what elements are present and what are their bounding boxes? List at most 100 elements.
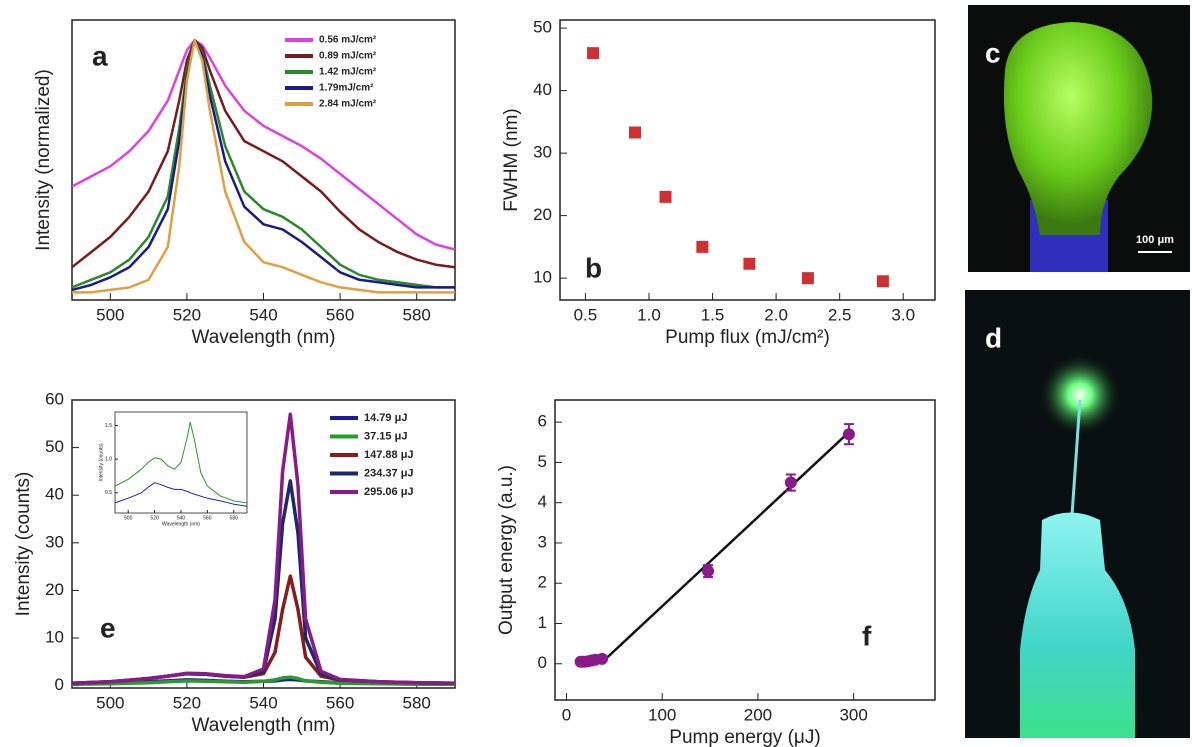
y-tick-label: 50: [533, 18, 552, 37]
x-tick-label: 3.0: [891, 305, 915, 324]
panel-label: c: [985, 37, 1001, 68]
series-line: [71, 38, 456, 251]
x-tick-label: 560: [326, 305, 354, 324]
x-tick-label: 200: [744, 705, 772, 724]
y-tick-label: 30: [533, 143, 552, 162]
x-tick-label: 520: [173, 305, 201, 324]
x-axis-label: Wavelength (nm): [162, 521, 200, 527]
y-axis-label: Intensity (counts): [13, 472, 34, 617]
point: [743, 257, 756, 270]
y-tick-label: 5: [538, 452, 547, 471]
series-line: [72, 38, 455, 294]
point: [629, 126, 641, 139]
point: [596, 652, 609, 665]
y-tick-label: 40: [533, 80, 552, 99]
x-tick-label: 580: [403, 693, 431, 712]
x-tick-label: 100: [648, 705, 676, 724]
legend-label: 295.06 μJ: [364, 486, 414, 498]
y-tick-label: 30: [45, 532, 64, 551]
x-tick-label: 0.5: [574, 305, 598, 324]
x-tick-label: 540: [249, 693, 277, 712]
y-axis-label: Intensity (normalized): [33, 69, 54, 251]
x-axis-label: Pump energy (μJ): [669, 727, 820, 747]
y-tick-label: 4: [538, 492, 547, 511]
point: [702, 565, 715, 578]
point: [784, 476, 797, 489]
legend-label: 0.89 mJ/cm²: [319, 51, 377, 62]
point: [842, 428, 855, 441]
y-tick-label: 0.5: [105, 490, 112, 496]
series-line: [71, 38, 455, 289]
legend-label: 2.84 mJ/cm²: [319, 99, 377, 110]
y-tick-label: 2: [538, 573, 547, 592]
x-tick-label: 500: [96, 693, 124, 712]
x-axis-label: Wavelength (nm): [192, 327, 336, 348]
y-tick-label: 3: [538, 532, 547, 551]
photo-c: c 100 μm: [968, 5, 1190, 272]
x-tick-label: 1.5: [701, 305, 725, 324]
x-tick-label: 540: [249, 305, 277, 324]
y-axis-label: Output energy (a.u.): [496, 465, 517, 635]
point: [587, 47, 600, 60]
y-tick-label: 6: [538, 412, 547, 431]
x-tick-label: 580: [230, 515, 239, 521]
y-tick-label: 1.5: [105, 423, 112, 429]
y-tick-label: 1: [538, 613, 547, 632]
y-tick-label: 1.0: [105, 456, 112, 462]
legend-label: 14.79 μJ: [364, 412, 407, 424]
x-tick-label: 0: [562, 705, 571, 724]
series-line: [71, 38, 455, 292]
y-tick-label: 0: [538, 653, 547, 672]
y-tick-label: 20: [533, 205, 552, 224]
legend-label: 234.37 μJ: [364, 467, 414, 479]
x-tick-label: 560: [203, 515, 212, 521]
point: [659, 190, 672, 203]
panel-label: d: [985, 322, 1002, 353]
x-axis-label: Pump flux (mJ/cm²): [665, 327, 830, 348]
y-tick-label: 10: [533, 268, 552, 287]
x-axis-label: Wavelength (nm): [192, 715, 336, 736]
panel-label: f: [862, 620, 872, 651]
legend-label: 147.88 μJ: [364, 449, 414, 461]
point: [801, 272, 814, 285]
x-tick-label: 2.5: [828, 305, 852, 324]
legend-label: 37.15 μJ: [364, 430, 407, 442]
legend-label: 1.42 mJ/cm²: [319, 67, 377, 78]
series-line: [71, 38, 456, 269]
scale-bar-label: 100 μm: [1136, 234, 1174, 246]
legend-label: 1.79mJ/cm²: [319, 83, 374, 94]
legend-label: 0.56 mJ/cm²: [319, 35, 377, 46]
y-tick-label: 50: [45, 437, 64, 456]
x-tick-label: 560: [326, 693, 354, 712]
x-tick-label: 2.0: [764, 305, 788, 324]
y-tick-label: 20: [45, 580, 64, 599]
photo-d: d: [965, 290, 1190, 738]
y-axis-label: FWHM (nm): [501, 108, 522, 211]
x-tick-label: 500: [96, 305, 124, 324]
y-tick-label: 10: [45, 628, 64, 647]
x-tick-label: 300: [839, 705, 867, 724]
series-line: [114, 421, 248, 504]
y-tick-label: 0: [55, 675, 64, 694]
x-tick-label: 500: [124, 515, 133, 521]
x-tick-label: 580: [403, 305, 431, 324]
series-line: [71, 675, 455, 686]
y-tick-label: 60: [45, 389, 64, 408]
plot-frame: [559, 19, 936, 301]
y-tick-label: 40: [45, 485, 64, 504]
panel-label: b: [585, 252, 602, 283]
panel-label: a: [92, 40, 108, 71]
point: [696, 240, 709, 253]
x-tick-label: 1.0: [637, 305, 661, 324]
x-tick-label: 520: [173, 693, 201, 712]
plot-frame: [554, 399, 936, 701]
fit-line: [603, 431, 850, 661]
point: [876, 275, 889, 288]
y-axis-label: Intensity (counts): [98, 443, 104, 481]
x-tick-label: 520: [150, 515, 159, 521]
series-line: [71, 412, 456, 685]
x-tick-label: 540: [177, 515, 186, 521]
panel-label: e: [100, 612, 116, 643]
series-line: [114, 482, 248, 507]
